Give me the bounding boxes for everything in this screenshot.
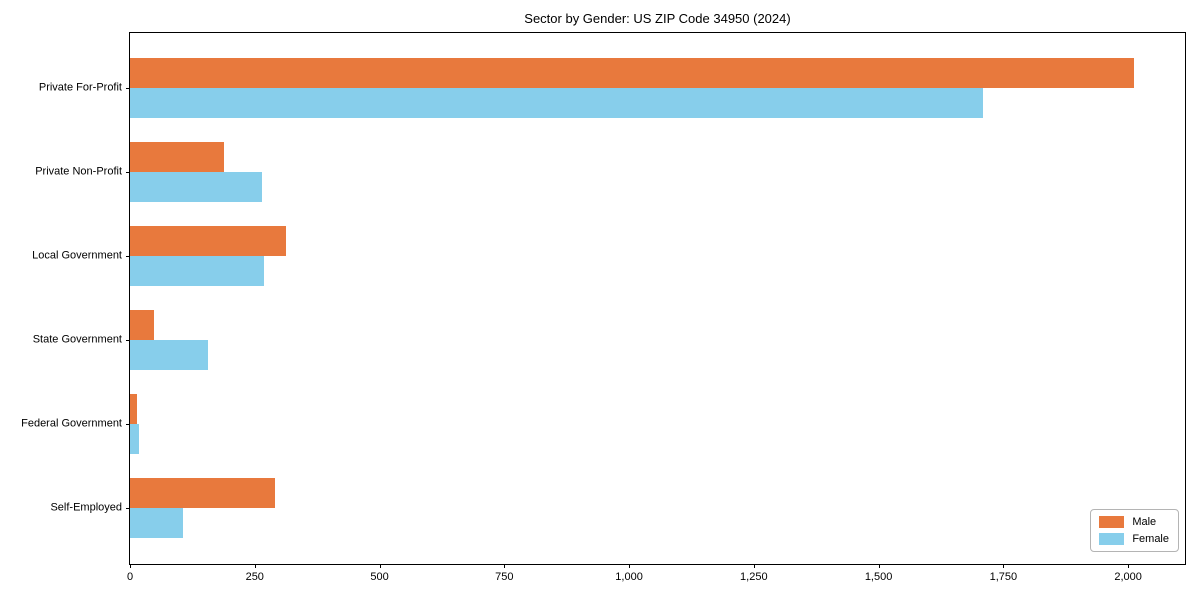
x-tick-mark	[504, 564, 506, 568]
y-tick-mark	[126, 256, 130, 257]
y-tick-label: Private Non-Profit	[35, 165, 122, 178]
bar-male-4	[130, 310, 154, 340]
legend-swatch	[1099, 516, 1125, 528]
x-tick-mark	[629, 564, 631, 568]
x-tick-mark	[254, 564, 256, 568]
bar-female-6	[130, 508, 183, 538]
bar-male-3	[130, 226, 286, 256]
legend: Male Female	[1090, 509, 1179, 552]
x-tick-label: 1,000	[615, 571, 643, 583]
x-tick-mark	[130, 564, 131, 568]
x-tick-label: 1,250	[740, 571, 768, 583]
y-tick-label: Private For-Profit	[38, 81, 122, 94]
x-tick-label: 250	[245, 571, 264, 583]
bar-female-2	[130, 172, 262, 202]
y-tick-label: Local Government	[32, 249, 122, 262]
y-tick-mark	[126, 340, 130, 341]
bar-female-1	[130, 88, 983, 118]
y-tick-label: Federal Government	[21, 417, 122, 430]
bar-male-2	[130, 142, 224, 172]
x-tick-label: 750	[495, 571, 514, 583]
y-tick-mark	[126, 424, 130, 425]
y-tick-label: Self-Employed	[50, 501, 122, 514]
x-tick-label: 500	[370, 571, 389, 583]
chart-title: Sector by Gender: US ZIP Code 34950 (202…	[524, 11, 791, 26]
legend-label: Female	[1132, 533, 1169, 545]
bar-female-3	[130, 256, 264, 286]
bar-male-1	[130, 58, 1134, 88]
x-tick-label: 2,000	[1114, 571, 1142, 583]
x-tick-mark	[1003, 564, 1005, 568]
y-tick-mark	[126, 88, 130, 89]
x-tick-label: 1,500	[864, 571, 893, 583]
x-tick-mark	[379, 564, 381, 568]
x-tick-mark	[878, 564, 880, 568]
legend-item-male: Male	[1099, 516, 1169, 528]
x-tick-label: 0	[126, 571, 134, 583]
legend-swatch	[1099, 533, 1125, 545]
y-tick-label: State Government	[32, 333, 122, 346]
bar-male-5	[130, 394, 137, 424]
legend-item-female: Female	[1099, 533, 1169, 545]
x-tick-mark	[1128, 564, 1130, 568]
y-tick-mark	[126, 508, 130, 509]
plot-area: Male Female Private For-Profit Private No…	[21, 32, 1186, 583]
legend-label: Male	[1132, 516, 1157, 528]
bar-male-6	[130, 478, 275, 508]
y-tick-mark	[126, 172, 130, 173]
bar-female-5	[130, 424, 139, 454]
x-tick-mark	[753, 564, 755, 568]
bar-female-4	[130, 340, 208, 370]
x-tick-label: 1,750	[989, 571, 1018, 583]
